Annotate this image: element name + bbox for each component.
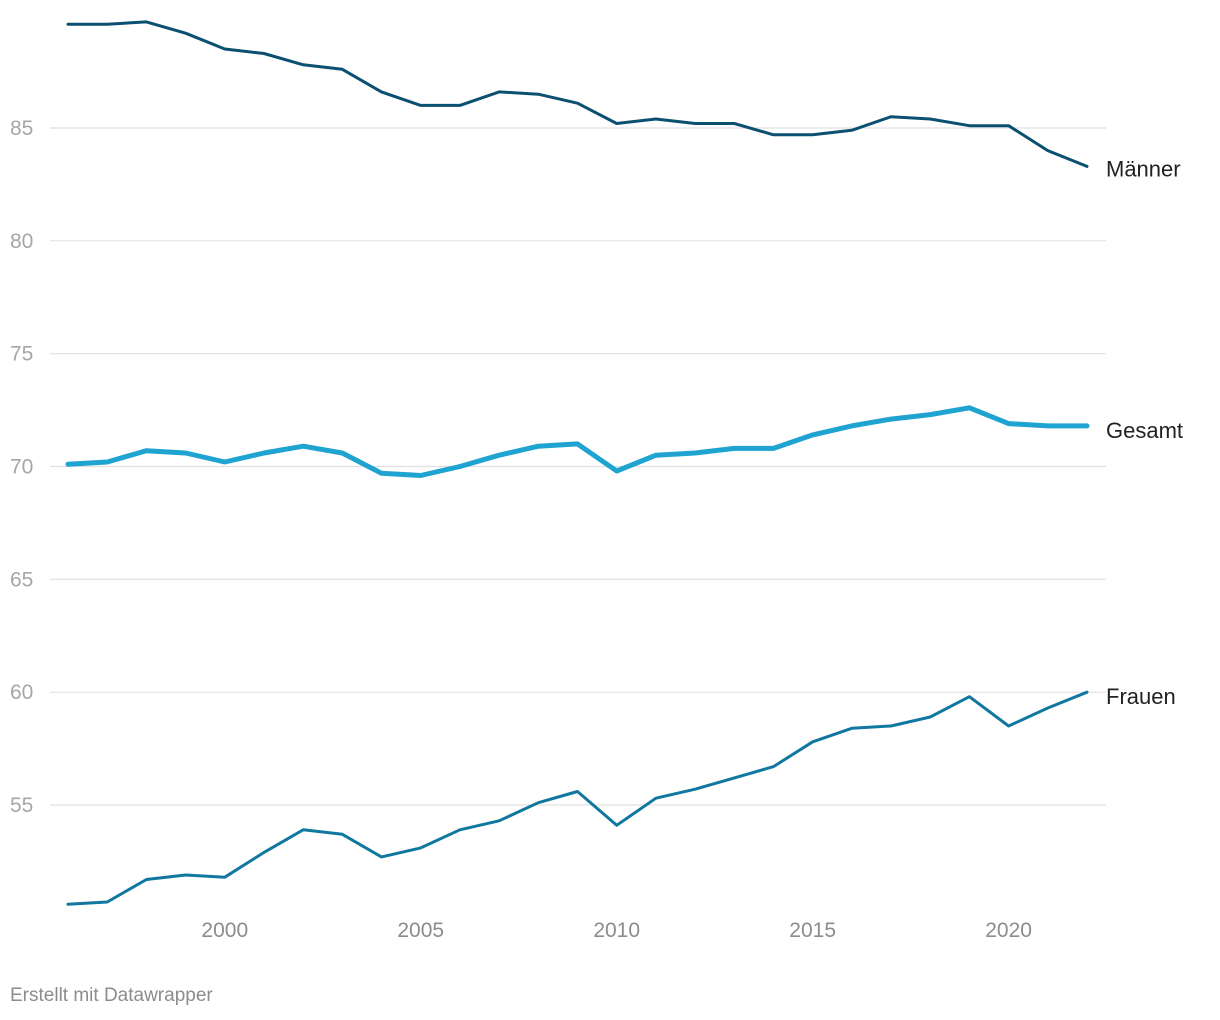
x-tick-label: 2010 [593, 919, 640, 942]
y-tick-label: 60 [10, 681, 33, 704]
y-tick-label: 75 [10, 343, 33, 366]
series-label: Frauen [1106, 684, 1176, 709]
y-tick-label: 65 [10, 568, 33, 591]
series-lines [65, 20, 1090, 906]
series-line-mnner [66, 20, 1089, 168]
y-tick-label: 70 [10, 456, 33, 479]
y-axis: 55 60 65 70 75 80 85 [10, 117, 33, 817]
gridlines [50, 127, 1106, 806]
x-tick-label: 2015 [789, 919, 836, 942]
series-label: Gesamt [1106, 418, 1183, 443]
datawrapper-credit: Erstellt mit Datawrapper [10, 985, 213, 1006]
series-label: Männer [1106, 156, 1181, 181]
x-tick-label: 2000 [201, 919, 248, 942]
series-labels: Männer Gesamt Frauen [1106, 156, 1183, 709]
x-axis: 2000 2005 2010 2015 2020 [201, 919, 1032, 942]
y-tick-label: 55 [10, 794, 33, 817]
x-tick-label: 2020 [985, 919, 1032, 942]
series-line-gesamt [65, 405, 1090, 478]
y-tick-label: 80 [10, 230, 33, 253]
y-tick-label: 85 [10, 117, 33, 140]
x-tick-label: 2005 [397, 919, 444, 942]
series-line-frauen [66, 690, 1089, 906]
